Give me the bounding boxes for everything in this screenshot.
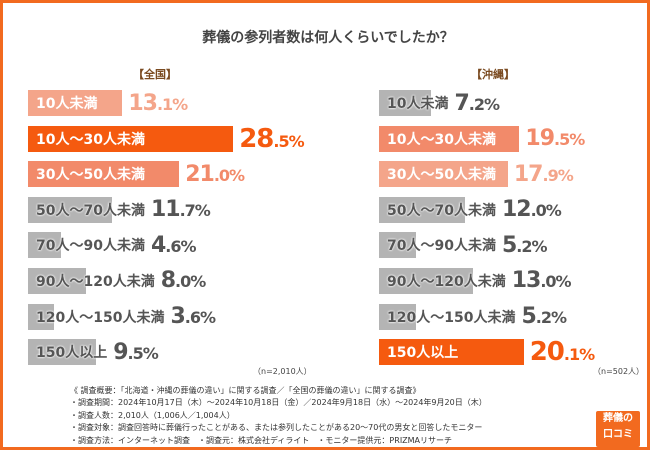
data-label: 7.2% bbox=[454, 90, 500, 116]
bar bbox=[379, 161, 508, 188]
bar-label: 120人～150人未満 bbox=[36, 309, 165, 326]
bar bbox=[28, 161, 180, 188]
bar bbox=[28, 339, 97, 366]
bar bbox=[379, 125, 520, 152]
sample-size-okinawa: （n=502人） bbox=[593, 367, 645, 376]
bar-label: 10人未満 bbox=[36, 96, 98, 112]
bar bbox=[28, 196, 113, 223]
bar bbox=[28, 267, 86, 294]
bar bbox=[379, 232, 417, 259]
bar-label: 50人～70人未満 bbox=[36, 202, 145, 219]
bar-label: 50人～70人未満 bbox=[387, 202, 496, 219]
bar-label: 10人～30人未満 bbox=[36, 131, 145, 148]
bar bbox=[379, 196, 466, 223]
bar bbox=[28, 125, 234, 152]
data-label: 17.9% bbox=[513, 161, 574, 187]
note-line: ・調査人数：2,010人（1,006人／1,004人） bbox=[70, 410, 235, 420]
bar bbox=[28, 232, 62, 259]
data-label: 20.1% bbox=[529, 337, 595, 368]
note-line: 《 調査概要：「北海道・沖縄の葬儀の違い」に関する調査／「全国の葬儀の違い」に関… bbox=[70, 386, 421, 395]
bar-label: 70人～90人未満 bbox=[36, 238, 145, 255]
data-label: 11.7% bbox=[150, 197, 211, 223]
data-label: 4.6% bbox=[150, 232, 197, 258]
data-label: 12.0% bbox=[501, 197, 562, 223]
data-label: 9.5% bbox=[113, 339, 159, 365]
note-line: ・調査対象：調査回答時に葬儀行ったことがある、または参列したことがある20～70… bbox=[70, 423, 483, 433]
survey-notes: 《 調査概要：「北海道・沖縄の葬儀の違い」に関する調査／「全国の葬儀の違い」に関… bbox=[70, 385, 487, 447]
panel-title-national: 【全国】 bbox=[133, 68, 177, 81]
note-line: ・調査期間：2024年10月17日（木）～2024年10月18日（金）／2024… bbox=[70, 398, 487, 408]
bar-label: 70人～90人未満 bbox=[387, 238, 496, 255]
bar-label: 90人～120人未満 bbox=[387, 273, 506, 290]
bar-label: 150人以上 bbox=[387, 345, 459, 362]
bar-label: 120人～150人未満 bbox=[387, 309, 516, 326]
bar-label: 150人以上 bbox=[36, 345, 108, 362]
bar bbox=[379, 303, 417, 330]
logo-text: 葬儀の bbox=[603, 413, 633, 424]
data-label: 5.2% bbox=[521, 304, 567, 330]
bar bbox=[379, 339, 524, 366]
bar-label: 30人～50人未満 bbox=[387, 167, 496, 184]
bar bbox=[379, 90, 431, 116]
data-label: 21.0% bbox=[185, 161, 245, 187]
bar-label: 10人未満 bbox=[387, 96, 449, 112]
chart-title: 葬儀の参列者数は何人くらいでしたか？ bbox=[202, 30, 454, 46]
bar-label: 90人～120人未満 bbox=[36, 273, 155, 290]
data-label: 28.5% bbox=[239, 123, 304, 154]
sample-size-national: （n=2,010人） bbox=[253, 367, 312, 376]
note-line: ・調査方法：インターネット調査 ・調査元：株式会社ディライト ・モニター提供元：… bbox=[70, 435, 453, 445]
bar-label: 10人～30人未満 bbox=[387, 131, 496, 148]
data-label: 5.2% bbox=[501, 232, 548, 258]
bar-label: 30人～50人未満 bbox=[36, 167, 145, 184]
data-label: 13.1% bbox=[128, 90, 188, 116]
bar bbox=[379, 267, 473, 294]
data-label: 13.0% bbox=[511, 268, 572, 294]
bar bbox=[28, 303, 54, 330]
data-label: 19.5% bbox=[525, 126, 585, 152]
panel-title-okinawa: 【沖縄】 bbox=[471, 68, 515, 81]
logo-text: 口コミ bbox=[603, 429, 633, 440]
data-label: 8.0% bbox=[160, 268, 207, 294]
bar bbox=[28, 90, 123, 116]
logo: 葬儀の 口コミ bbox=[596, 411, 640, 447]
data-label: 3.6% bbox=[170, 304, 216, 330]
